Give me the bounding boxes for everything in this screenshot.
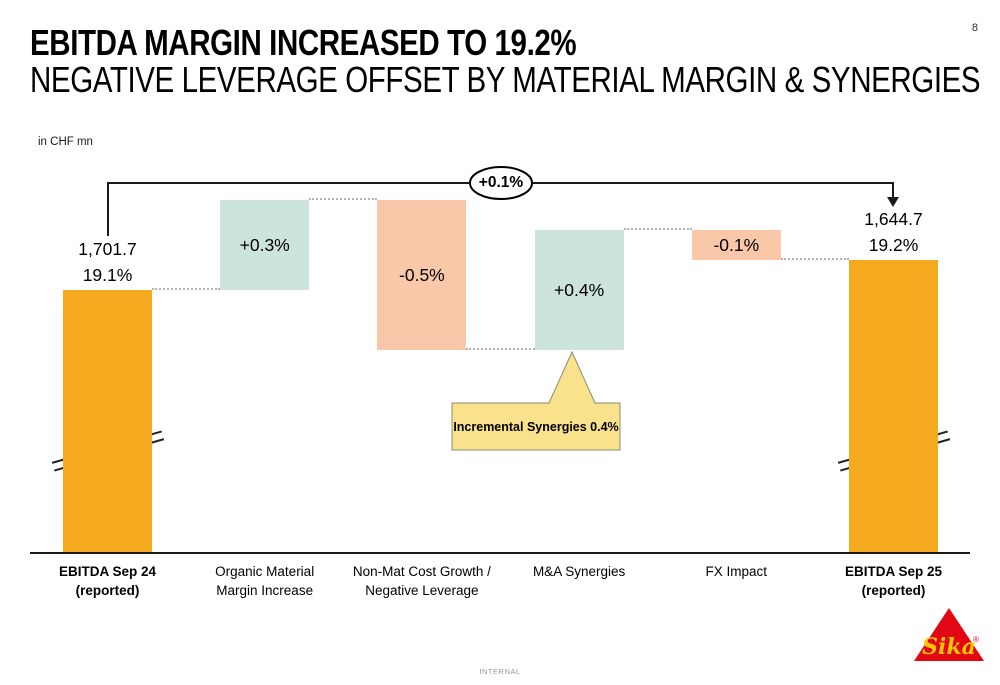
sika-logo: Sika ® xyxy=(914,608,984,661)
step-connector xyxy=(152,288,221,290)
classification-footer: INTERNAL xyxy=(479,667,521,676)
bar-fx-impact: -0.1% xyxy=(691,230,781,260)
sika-logo-wordmark: Sika xyxy=(922,634,976,660)
page-number: 8 xyxy=(971,22,978,34)
bar-ma-synergies: +0.4% xyxy=(534,230,624,350)
category-label-ebitda-sep25: EBITDA Sep 25 (reported) xyxy=(844,564,943,598)
bar-ebitda-sep25 xyxy=(849,260,938,553)
value-label-ebitda-sep25: 1,644.7 19.2% xyxy=(864,209,923,255)
category-label-ebitda-sep24: EBITDA Sep 24 (reported) xyxy=(58,564,157,598)
slide-subtitle: NEGATIVE LEVERAGE OFFSET BY MATERIAL MAR… xyxy=(30,59,981,100)
bridge-arrowhead xyxy=(887,197,899,207)
category-label-non-mat-cost-growth-negative-leverage: Non-Mat Cost Growth / Negative Leverage xyxy=(352,564,491,598)
step-connector xyxy=(780,258,849,260)
x-axis-line xyxy=(30,552,970,554)
bar-organic-material-margin-increase: +0.3% xyxy=(220,200,310,290)
callout-text: Incremental Synergies 0.4% xyxy=(453,419,619,434)
chart-unit-label: in CHF mn xyxy=(38,136,93,148)
slide-title: EBITDA MARGIN INCREASED TO 19.2% xyxy=(30,22,577,63)
category-label-ma-synergies: M&A Synergies xyxy=(532,564,626,579)
bar-non-mat-cost-growth-negative-leverage: -0.5% xyxy=(377,200,467,350)
bar-delta-label: -0.5% xyxy=(399,264,445,285)
bar-ebitda-sep24 xyxy=(63,290,152,553)
step-connector xyxy=(309,198,378,200)
callout-shape xyxy=(451,350,621,451)
step-connector xyxy=(466,348,535,350)
bar-delta-label: +0.4% xyxy=(554,279,605,300)
sika-logo-triangle xyxy=(914,608,984,661)
bridge-total-label: +0.1% xyxy=(478,174,524,191)
bar-delta-label: -0.1% xyxy=(713,234,760,255)
value-label-ebitda-sep24: 1,701.7 19.1% xyxy=(78,239,137,285)
sika-logo-registered: ® xyxy=(973,635,979,644)
category-label-organic-material-margin-increase: Organic Material Margin Increase xyxy=(215,564,315,598)
bar-delta-label: +0.3% xyxy=(239,234,290,255)
category-label-fx-impact: FX Impact xyxy=(705,564,768,579)
step-connector xyxy=(623,228,692,230)
bridge-total-oval xyxy=(469,166,533,200)
